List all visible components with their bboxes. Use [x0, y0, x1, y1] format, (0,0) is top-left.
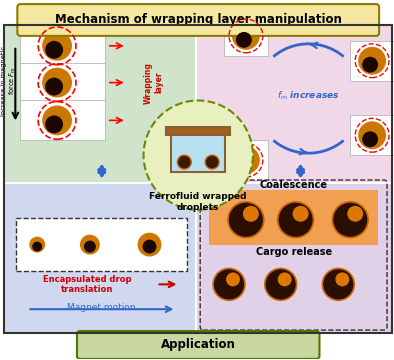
FancyBboxPatch shape [20, 63, 105, 103]
Text: Application: Application [161, 338, 236, 351]
FancyBboxPatch shape [350, 116, 394, 155]
Circle shape [143, 240, 156, 253]
Circle shape [243, 206, 259, 222]
FancyBboxPatch shape [224, 16, 268, 56]
Circle shape [45, 41, 63, 59]
FancyBboxPatch shape [77, 331, 320, 359]
Circle shape [29, 237, 45, 253]
Circle shape [84, 240, 96, 253]
Circle shape [177, 155, 191, 169]
Circle shape [278, 202, 314, 238]
Circle shape [362, 57, 378, 73]
Text: Mechanism of wrapping layer manipulation: Mechanism of wrapping layer manipulation [55, 13, 342, 27]
FancyBboxPatch shape [209, 190, 378, 244]
FancyBboxPatch shape [166, 127, 230, 135]
FancyBboxPatch shape [197, 26, 392, 182]
Circle shape [333, 202, 368, 238]
Circle shape [42, 68, 72, 98]
Circle shape [322, 269, 354, 300]
Circle shape [293, 206, 309, 222]
Circle shape [236, 32, 252, 48]
FancyBboxPatch shape [17, 4, 379, 36]
Text: Increase in magnetic
force $F_m$: Increase in magnetic force $F_m$ [0, 46, 18, 116]
Circle shape [226, 273, 240, 286]
FancyBboxPatch shape [171, 132, 225, 172]
Circle shape [228, 202, 264, 238]
Circle shape [278, 273, 292, 286]
FancyBboxPatch shape [20, 100, 105, 140]
Circle shape [213, 269, 245, 300]
Circle shape [347, 206, 363, 222]
Text: Ferrofluid wrapped
droplets: Ferrofluid wrapped droplets [149, 192, 247, 212]
FancyBboxPatch shape [197, 184, 392, 333]
FancyBboxPatch shape [16, 218, 187, 271]
FancyBboxPatch shape [4, 184, 195, 333]
Text: Encapsulated drop
translation: Encapsulated drop translation [43, 275, 131, 294]
FancyBboxPatch shape [350, 41, 394, 81]
Circle shape [80, 235, 100, 255]
Circle shape [236, 156, 252, 172]
FancyBboxPatch shape [224, 140, 268, 180]
Circle shape [265, 269, 297, 300]
Circle shape [45, 116, 63, 133]
FancyBboxPatch shape [4, 26, 195, 182]
Circle shape [205, 155, 219, 169]
Circle shape [42, 31, 72, 61]
Circle shape [45, 78, 63, 95]
Circle shape [335, 273, 349, 286]
Circle shape [143, 100, 253, 210]
Text: Wrapping
layer: Wrapping layer [144, 62, 163, 104]
FancyBboxPatch shape [20, 26, 105, 66]
Circle shape [42, 105, 72, 135]
Text: Cargo release: Cargo release [256, 247, 332, 257]
Circle shape [232, 146, 260, 174]
Circle shape [358, 47, 386, 75]
Circle shape [32, 242, 42, 252]
Text: Magnet motion: Magnet motion [67, 303, 136, 312]
Circle shape [362, 131, 378, 147]
Text: $f_m$ increases: $f_m$ increases [277, 89, 340, 102]
Circle shape [232, 22, 260, 50]
Circle shape [358, 121, 386, 149]
Text: Coalescence: Coalescence [260, 180, 328, 190]
Circle shape [138, 233, 162, 257]
